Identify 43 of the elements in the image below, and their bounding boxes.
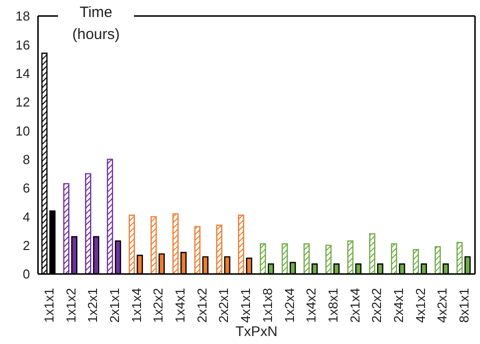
x-tick-label: 1x1x2 bbox=[63, 288, 78, 323]
bar bbox=[85, 173, 92, 274]
x-tick-label: 2x4x1 bbox=[391, 288, 406, 323]
x-tick-label: 2x1x1 bbox=[106, 288, 122, 323]
x-tick-label: 1x2x4 bbox=[282, 288, 297, 323]
bar bbox=[194, 226, 200, 274]
bar bbox=[456, 242, 463, 274]
bar bbox=[172, 213, 179, 274]
x-tick-label: 1x4x2 bbox=[304, 288, 319, 323]
y-tick-label: 12 bbox=[16, 94, 30, 110]
x-tick-label: 4x1x2 bbox=[412, 288, 428, 323]
x-tick-label: 4x1x1 bbox=[238, 288, 254, 323]
x-tick-label: 2x2x2 bbox=[369, 288, 384, 323]
x-tick-label: 1x1x1 bbox=[41, 288, 56, 323]
x-tick-label: 1x1x8 bbox=[260, 288, 275, 323]
x-tick-label: 1x4x1 bbox=[172, 288, 188, 323]
y-tick-label: 10 bbox=[16, 123, 30, 138]
y-tick-label: 18 bbox=[16, 8, 30, 24]
y-tick-label: 6 bbox=[22, 180, 30, 196]
bar bbox=[325, 244, 332, 274]
x-tick-label: 2x1x4 bbox=[347, 288, 362, 323]
x-tick-label: 4x2x1 bbox=[434, 288, 450, 323]
y-tick-label: 4 bbox=[22, 209, 30, 224]
x-tick-label: 2x2x1 bbox=[216, 288, 232, 323]
y-tick-label: 14 bbox=[16, 66, 30, 81]
x-tick-label: 2x1x2 bbox=[194, 288, 210, 323]
x-tick-label: 1x1x4 bbox=[128, 288, 144, 323]
x-tick-label: 1x2x1 bbox=[85, 288, 100, 323]
bar bbox=[390, 243, 398, 274]
x-tick-label: 8x1x1 bbox=[456, 288, 472, 323]
bar bbox=[412, 249, 419, 274]
x-axis-title: TxPxN bbox=[236, 323, 278, 339]
y-tick-label: 8 bbox=[22, 152, 30, 167]
y-axis-title: Time (hours) bbox=[58, 2, 134, 46]
x-tick-label: 1x2x2 bbox=[150, 288, 166, 323]
y-tick-label: 2 bbox=[22, 238, 30, 253]
bar bbox=[260, 243, 266, 274]
x-tick-label: 1x8x1 bbox=[325, 288, 340, 323]
bar bbox=[106, 158, 114, 274]
y-tick-label: 0 bbox=[22, 266, 30, 282]
bar bbox=[304, 243, 310, 274]
bar bbox=[238, 214, 244, 274]
y-tick-label: 16 bbox=[16, 37, 30, 52]
